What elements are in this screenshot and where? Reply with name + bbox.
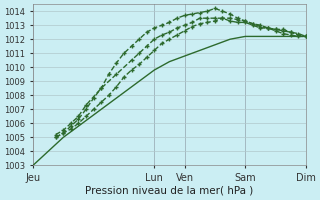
X-axis label: Pression niveau de la mer( hPa ): Pression niveau de la mer( hPa ) <box>85 186 253 196</box>
